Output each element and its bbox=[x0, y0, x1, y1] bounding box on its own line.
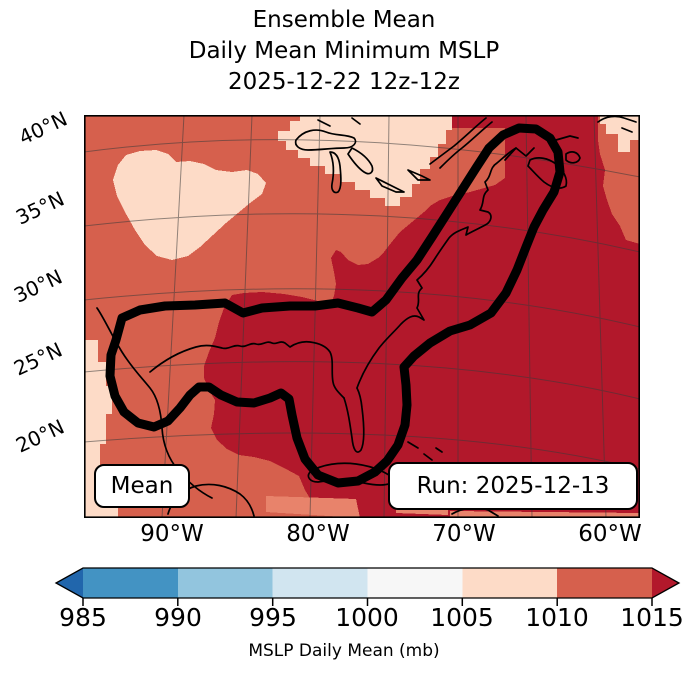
ensemble-contour-outline bbox=[105, 123, 565, 488]
lat-label-20n: 20°N bbox=[12, 414, 68, 458]
colorbar-tick-985: 985 bbox=[59, 603, 107, 632]
fill-region-1005-1010-great-lakes bbox=[278, 115, 452, 206]
lat-label-40n: 40°N bbox=[15, 106, 71, 150]
fill-region-1005-1010-west-edge bbox=[84, 340, 118, 518]
lon-label-70w: 70°W bbox=[432, 521, 496, 547]
colorbar-tick-1010: 1010 bbox=[525, 603, 589, 632]
colorbar-tick-995: 995 bbox=[249, 603, 297, 632]
run-annotation-box: Run: 2025-12-13 bbox=[388, 462, 638, 510]
lat-label-25n: 25°N bbox=[10, 337, 66, 381]
colorbar-tick-1000: 1000 bbox=[335, 603, 399, 632]
title-line-2: Daily Mean Minimum MSLP bbox=[188, 38, 500, 64]
lon-label-90w: 90°W bbox=[140, 521, 204, 547]
lat-label-35n: 35°N bbox=[12, 186, 68, 230]
fill-strip-bottom-left bbox=[266, 496, 360, 518]
colorbar-seg-1010-1015 bbox=[557, 568, 652, 598]
colorbar-axis-label: MSLP Daily Mean (mb) bbox=[248, 641, 440, 661]
colorbar-ticks bbox=[82, 598, 653, 606]
colorbar-under-arrow bbox=[56, 568, 83, 598]
colorbar-seg-985-990 bbox=[83, 568, 178, 598]
mean-annotation-box: Mean bbox=[94, 464, 190, 508]
map-border bbox=[84, 115, 640, 518]
fill-region-1005-1010-central-us bbox=[113, 150, 266, 260]
lon-label-80w: 80°W bbox=[286, 521, 350, 547]
colorbar-tick-990: 990 bbox=[154, 603, 202, 632]
lon-label-60w: 60°W bbox=[578, 521, 642, 547]
colorbar-tick-1005: 1005 bbox=[430, 603, 494, 632]
colorbar-seg-995-1000 bbox=[272, 568, 368, 598]
colorbar-over-arrow bbox=[652, 568, 679, 598]
colorbar bbox=[54, 567, 681, 606]
map-canvas bbox=[84, 115, 640, 518]
title-line-3: 2025-12-22 12z-12z bbox=[228, 69, 460, 95]
colorbar-seg-1000-1005 bbox=[367, 568, 463, 598]
title-line-1: Ensemble Mean bbox=[252, 7, 436, 33]
run-annotation-text: Run: 2025-12-13 bbox=[416, 473, 610, 499]
colorbar-seg-1005-1010 bbox=[462, 568, 558, 598]
mean-annotation-text: Mean bbox=[110, 473, 174, 499]
fill-region-1005-1010-northeast-corner bbox=[600, 115, 640, 152]
colorbar-seg-990-995 bbox=[177, 568, 273, 598]
lat-label-30n: 30°N bbox=[10, 264, 66, 308]
colorbar-tick-1015: 1015 bbox=[620, 603, 684, 632]
